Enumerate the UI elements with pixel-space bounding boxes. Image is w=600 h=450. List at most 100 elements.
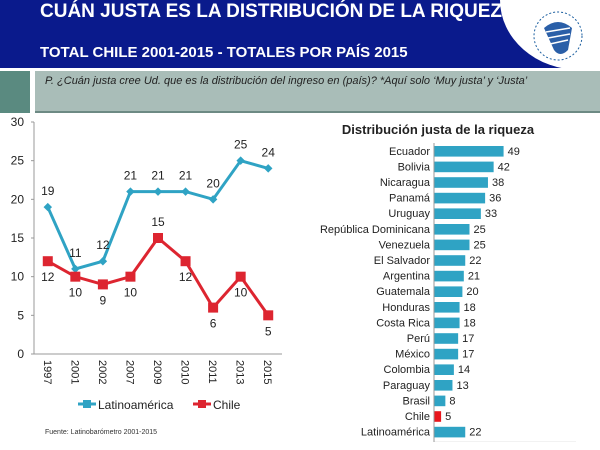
data-point [97,279,108,290]
category-label: Colombia [384,364,431,376]
value-label: 17 [462,333,474,345]
category-label: Latinoamérica [361,427,431,439]
data-label: 25 [234,138,248,152]
data-point [126,187,135,196]
value-label: 20 [466,286,478,298]
data-label: 6 [210,317,217,331]
data-label: 11 [69,246,82,260]
y-tick-label: 10 [11,270,25,284]
data-label: 12 [96,238,110,252]
bar-Chile [434,411,442,422]
category-label: Nicaragua [380,177,431,189]
category-label: Bolivia [398,161,431,173]
data-label: 21 [124,169,138,183]
x-tick-label: 2013 [234,360,246,384]
data-point [43,202,53,212]
bar-El Salvador [434,255,466,266]
value-label: 22 [469,427,481,439]
data-point [263,164,273,173]
category-label: Honduras [382,302,430,314]
y-tick-label: 5 [17,308,24,322]
x-tick-label: 2007 [123,360,135,384]
bar-Argentina [434,270,464,282]
chart-title: Distribución justa de la riqueza [342,122,535,137]
value-label: 36 [489,193,501,205]
value-label: 21 [468,271,480,283]
data-point [263,310,274,321]
value-label: 25 [474,224,486,236]
question-text: P. ¿Cuán justa cree Ud. que es la distri… [45,75,528,87]
category-label: Ecuador [389,146,430,158]
value-label: 13 [456,380,468,392]
source-note: Fuente: Latinobarómetro 2001-2015 [45,429,158,436]
category-label: Argentina [383,271,431,283]
data-point [98,256,108,266]
bar-Honduras [434,302,460,313]
value-label: 5 [445,411,451,423]
bar-Uruguay [434,208,481,219]
bar-Latinoamérica [434,426,466,438]
data-label: 20 [206,176,220,190]
bar-chart: Distribución justa de la riqueza Ecuador 4… [320,122,576,442]
bar-Colombia [434,364,454,375]
legend-marker [83,400,91,408]
value-label: 17 [462,349,474,361]
data-point [153,233,163,243]
value-label: 25 [474,239,486,251]
data-point [42,256,53,267]
bar-Guatemala [434,286,463,297]
data-label: 10 [124,286,138,300]
data-label: 10 [234,286,248,300]
x-tick-label: 2002 [96,360,108,384]
y-tick-label: 25 [11,154,25,168]
bar-Nicaragua [434,177,488,188]
category-label: El Salvador [374,255,431,267]
x-tick-label: 1997 [41,360,53,384]
question-bar [35,71,600,113]
data-point [235,271,246,282]
page-title: CUÁN JUSTA ES LA DISTRIBUCIÓN DE LA RIQU… [40,1,516,22]
data-point [180,256,191,267]
latinobarometro-logo [500,0,600,70]
category-label: Brasil [402,395,430,407]
category-label: Perú [407,333,430,345]
y-tick-label: 15 [11,231,25,245]
category-label: Venezuela [379,239,431,251]
data-label: 12 [179,270,193,284]
data-point [153,187,163,196]
x-tick-label: 2001 [68,360,80,384]
data-point [208,302,219,313]
data-point [71,264,80,274]
value-label: 42 [498,161,510,173]
value-label: 38 [492,177,504,189]
y-tick-label: 0 [17,347,24,361]
value-label: 33 [485,208,497,220]
data-label: 9 [100,293,107,307]
x-tick-label: 2009 [151,360,163,384]
bar-Venezuela [434,239,470,251]
value-label: 8 [449,395,455,407]
x-tick-label: 2010 [179,360,191,384]
data-label: 15 [151,215,165,229]
category-label: Panamá [389,193,431,205]
data-label: 5 [265,324,272,338]
bar-Ecuador [434,146,504,157]
category-label: Chile [405,411,430,423]
bar-Bolivia [434,161,494,173]
x-tick-label: 2011 [206,360,218,384]
page-subtitle: TOTAL CHILE 2001-2015 - TOTALES POR PAÍS… [40,44,408,61]
legend-marker [198,400,206,408]
question-accent [0,71,30,113]
bar-Perú [434,333,459,344]
value-label: 18 [464,317,476,329]
category-label: República Dominicana [320,224,431,236]
value-label: 49 [508,146,520,158]
category-label: Paraguay [383,380,431,392]
data-label: 10 [69,286,83,300]
x-tick-label: 2015 [261,360,273,384]
data-label: 21 [151,169,165,183]
data-label: 19 [41,184,55,198]
category-label: México [395,349,430,361]
bar-Costa Rica [434,317,460,329]
